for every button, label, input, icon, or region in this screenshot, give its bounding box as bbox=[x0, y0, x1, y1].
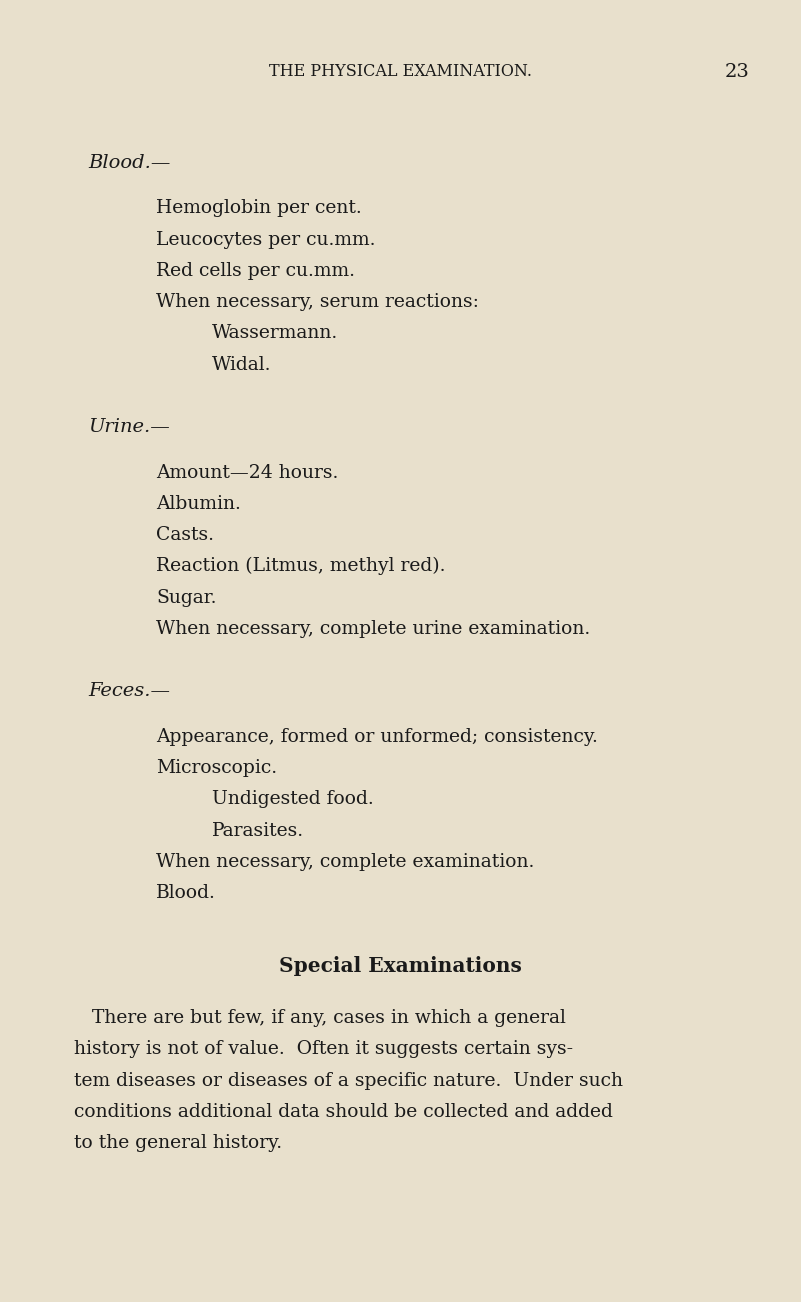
Text: Appearance, formed or unformed; consistency.: Appearance, formed or unformed; consiste… bbox=[156, 728, 598, 746]
Text: Leucocytes per cu.mm.: Leucocytes per cu.mm. bbox=[156, 230, 376, 249]
Text: Parasites.: Parasites. bbox=[212, 822, 304, 840]
Text: history is not of value.  Often it suggests certain sys-: history is not of value. Often it sugges… bbox=[74, 1040, 574, 1059]
Text: Hemoglobin per cent.: Hemoglobin per cent. bbox=[156, 199, 362, 217]
Text: There are but few, if any, cases in which a general: There are but few, if any, cases in whic… bbox=[92, 1009, 566, 1027]
Text: to the general history.: to the general history. bbox=[74, 1134, 283, 1152]
Text: Red cells per cu.mm.: Red cells per cu.mm. bbox=[156, 262, 355, 280]
Text: When necessary, serum reactions:: When necessary, serum reactions: bbox=[156, 293, 479, 311]
Text: conditions additional data should be collected and added: conditions additional data should be col… bbox=[74, 1103, 614, 1121]
Text: When necessary, complete examination.: When necessary, complete examination. bbox=[156, 853, 534, 871]
Text: Reaction (Litmus, methyl red).: Reaction (Litmus, methyl red). bbox=[156, 557, 445, 575]
Text: Urine.—: Urine.— bbox=[88, 418, 170, 436]
Text: 23: 23 bbox=[724, 62, 750, 81]
Text: Widal.: Widal. bbox=[212, 355, 272, 374]
Text: When necessary, complete urine examination.: When necessary, complete urine examinati… bbox=[156, 620, 590, 638]
Text: Wassermann.: Wassermann. bbox=[212, 324, 339, 342]
Text: Albumin.: Albumin. bbox=[156, 495, 241, 513]
Text: Casts.: Casts. bbox=[156, 526, 214, 544]
Text: Feces.—: Feces.— bbox=[88, 682, 170, 700]
Text: Undigested food.: Undigested food. bbox=[212, 790, 374, 809]
Text: Special Examinations: Special Examinations bbox=[279, 956, 522, 976]
Text: Amount—24 hours.: Amount—24 hours. bbox=[156, 464, 339, 482]
Text: Blood.: Blood. bbox=[156, 884, 216, 902]
Text: Blood.—: Blood.— bbox=[88, 154, 171, 172]
Text: Sugar.: Sugar. bbox=[156, 589, 217, 607]
Text: Microscopic.: Microscopic. bbox=[156, 759, 277, 777]
Text: tem diseases or diseases of a specific nature.  Under such: tem diseases or diseases of a specific n… bbox=[74, 1072, 623, 1090]
Text: THE PHYSICAL EXAMINATION.: THE PHYSICAL EXAMINATION. bbox=[269, 62, 532, 81]
